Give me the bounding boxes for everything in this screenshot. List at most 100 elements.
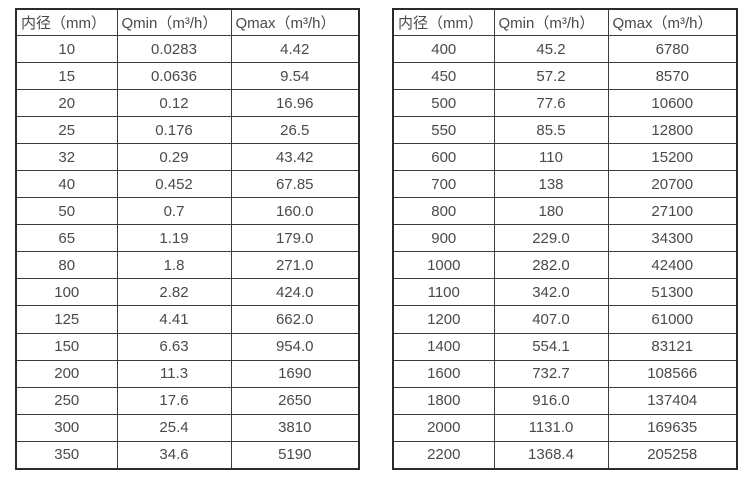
table-row: 80 1.8 271.0 — [15, 251, 360, 280]
table-row: 100 2.82 424.0 — [15, 278, 360, 307]
table-cell: 4.42 — [230, 34, 360, 64]
table-cell: 2.82 — [116, 278, 232, 307]
column-header: Qmin（m³/h） — [116, 8, 232, 36]
table-row: 1200 407.0 61000 — [392, 305, 738, 334]
table-cell: 34.6 — [116, 440, 232, 470]
table-row: 150 6.63 954.0 — [15, 332, 360, 361]
table-cell: 34300 — [607, 224, 738, 253]
table-row: 450 57.2 8570 — [392, 62, 738, 91]
table-cell: 10600 — [607, 89, 738, 118]
table-row: 65 1.19 179.0 — [15, 224, 360, 253]
table-cell: 85.5 — [493, 116, 609, 145]
table-cell: 108566 — [607, 359, 738, 388]
table-row: 32 0.29 43.42 — [15, 143, 360, 172]
table-cell: 662.0 — [230, 305, 360, 334]
table-row: 700 138 20700 — [392, 170, 738, 199]
table-cell: 282.0 — [493, 251, 609, 280]
table-cell: 1368.4 — [493, 440, 609, 470]
table-cell: 138 — [493, 170, 609, 199]
table-cell: 200 — [15, 359, 118, 388]
header-row: 内径（mm） Qmin（m³/h） Qmax（m³/h） — [392, 8, 738, 36]
table-cell: 400 — [392, 34, 495, 64]
table-cell: 0.176 — [116, 116, 232, 145]
table-cell: 25 — [15, 116, 118, 145]
table-cell: 800 — [392, 197, 495, 226]
table-cell: 554.1 — [493, 332, 609, 361]
table-row: 40 0.452 67.85 — [15, 170, 360, 199]
table-cell: 51300 — [607, 278, 738, 307]
table-cell: 180 — [493, 197, 609, 226]
table-cell: 83121 — [607, 332, 738, 361]
table-cell: 5190 — [230, 440, 360, 470]
table-cell: 16.96 — [230, 89, 360, 118]
table-row: 15 0.0636 9.54 — [15, 62, 360, 91]
table-row: 200 11.3 1690 — [15, 359, 360, 388]
table-cell: 900 — [392, 224, 495, 253]
table-cell: 500 — [392, 89, 495, 118]
table-cell: 77.6 — [493, 89, 609, 118]
table-cell: 550 — [392, 116, 495, 145]
table-cell: 10 — [15, 34, 118, 64]
table-cell: 160.0 — [230, 197, 360, 226]
table-cell: 300 — [15, 413, 118, 442]
table-cell: 1200 — [392, 305, 495, 334]
table-cell: 700 — [392, 170, 495, 199]
table-row: 250 17.6 2650 — [15, 386, 360, 415]
table-cell: 424.0 — [230, 278, 360, 307]
table-cell: 2650 — [230, 386, 360, 415]
table-row: 900 229.0 34300 — [392, 224, 738, 253]
table-cell: 271.0 — [230, 251, 360, 280]
table-row: 1100 342.0 51300 — [392, 278, 738, 307]
table-cell: 1400 — [392, 332, 495, 361]
table-cell: 250 — [15, 386, 118, 415]
table-cell: 0.452 — [116, 170, 232, 199]
table-row: 125 4.41 662.0 — [15, 305, 360, 334]
table-cell: 4.41 — [116, 305, 232, 334]
table-cell: 57.2 — [493, 62, 609, 91]
table-cell: 1.19 — [116, 224, 232, 253]
table-row: 600 110 15200 — [392, 143, 738, 172]
flow-spec-table-small-diameters: 内径（mm） Qmin（m³/h） Qmax（m³/h） 10 0.0283 4.42 15… — [15, 8, 360, 470]
table-cell: 342.0 — [493, 278, 609, 307]
table-row: 500 77.6 10600 — [392, 89, 738, 118]
table-cell: 2200 — [392, 440, 495, 470]
table-cell: 17.6 — [116, 386, 232, 415]
table-row: 300 25.4 3810 — [15, 413, 360, 442]
table-cell: 8570 — [607, 62, 738, 91]
table-cell: 600 — [392, 143, 495, 172]
table-cell: 80 — [15, 251, 118, 280]
table-cell: 6.63 — [116, 332, 232, 361]
table-cell: 6780 — [607, 34, 738, 64]
table-cell: 1131.0 — [493, 413, 609, 442]
table-cell: 179.0 — [230, 224, 360, 253]
table-cell: 0.29 — [116, 143, 232, 172]
column-header: Qmax（m³/h） — [230, 8, 360, 36]
table-cell: 150 — [15, 332, 118, 361]
table-row: 350 34.6 5190 — [15, 440, 360, 470]
table-cell: 1600 — [392, 359, 495, 388]
table-row: 25 0.176 26.5 — [15, 116, 360, 145]
column-header: 内径（mm） — [15, 8, 118, 36]
table-cell: 169635 — [607, 413, 738, 442]
table-cell: 67.85 — [230, 170, 360, 199]
table-row: 800 180 27100 — [392, 197, 738, 226]
table-cell: 50 — [15, 197, 118, 226]
table-cell: 3810 — [230, 413, 360, 442]
table-cell: 110 — [493, 143, 609, 172]
column-header: 内径（mm） — [392, 8, 495, 36]
table-cell: 61000 — [607, 305, 738, 334]
table-cell: 1690 — [230, 359, 360, 388]
table-cell: 20 — [15, 89, 118, 118]
table-cell: 20700 — [607, 170, 738, 199]
table-cell: 450 — [392, 62, 495, 91]
table-cell: 11.3 — [116, 359, 232, 388]
table-cell: 0.0636 — [116, 62, 232, 91]
table-row: 1600 732.7 108566 — [392, 359, 738, 388]
table-cell: 26.5 — [230, 116, 360, 145]
table-row: 10 0.0283 4.42 — [15, 34, 360, 64]
table-cell: 0.7 — [116, 197, 232, 226]
table-cell: 40 — [15, 170, 118, 199]
table-cell: 407.0 — [493, 305, 609, 334]
table-row: 1400 554.1 83121 — [392, 332, 738, 361]
table-row: 2200 1368.4 205258 — [392, 440, 738, 470]
